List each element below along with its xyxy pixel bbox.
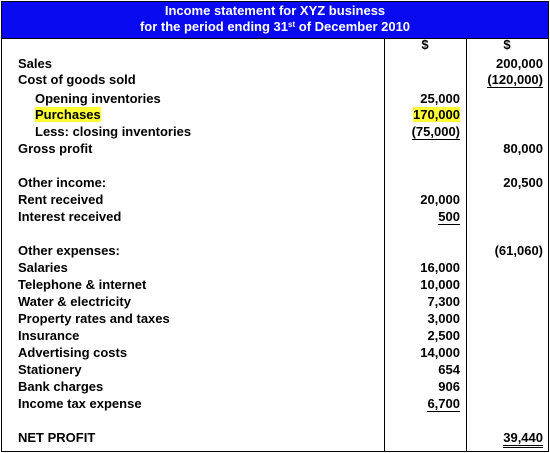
expense-label: Bank charges — [18, 379, 104, 394]
other-income-label: Other income: — [18, 175, 107, 190]
closing-inventories-amount: (75,000) — [411, 124, 460, 140]
currency-col2: $ — [503, 37, 511, 52]
expense-label: Salaries — [18, 260, 68, 275]
interest-received-label: Interest received — [18, 209, 122, 224]
interest-received-amount: 500 — [438, 209, 460, 225]
purchases-amount: 170,000 — [413, 107, 460, 122]
expense-amount: 2,500 — [427, 328, 460, 343]
opening-inventories-amount: 25,000 — [420, 91, 460, 106]
expense-label: Water & electricity — [18, 294, 131, 309]
currency-col1: $ — [421, 37, 429, 52]
expense-amount: 654 — [438, 362, 460, 377]
expense-amount: 7,300 — [427, 294, 460, 309]
expense-amount: 16,000 — [420, 260, 460, 275]
rent-received-amount: 20,000 — [420, 192, 460, 207]
other-expenses-total: (61,060) — [494, 243, 543, 258]
rent-received-label: Rent received — [18, 192, 104, 207]
cogs-total: (120,000) — [487, 72, 543, 88]
closing-inventories-label: Less: closing inventories — [35, 124, 192, 139]
expense-amount: 906 — [438, 379, 460, 394]
other-income-total: 20,500 — [503, 175, 543, 190]
net-profit-label: NET PROFIT — [18, 430, 96, 445]
other-expenses-label: Other expenses: — [18, 243, 120, 258]
sales-label: Sales — [18, 56, 52, 71]
expense-amount: 14,000 — [420, 345, 460, 360]
expense-label: Insurance — [18, 328, 80, 343]
expense-amount: 3,000 — [427, 311, 460, 326]
expense-amount: 6,700 — [427, 396, 460, 412]
gross-profit-label: Gross profit — [18, 141, 93, 156]
purchases-label: Purchases — [35, 107, 101, 122]
statement-header: Income statement for XYZ business for th… — [2, 2, 548, 39]
column-divider-2 — [466, 38, 467, 451]
cogs-label: Cost of goods sold — [18, 72, 136, 87]
column-divider-1 — [384, 38, 385, 451]
opening-inventories-label: Opening inventories — [35, 91, 161, 106]
gross-profit-total: 80,000 — [503, 141, 543, 156]
expense-label: Advertising costs — [18, 345, 128, 360]
statement-period: for the period ending 31st of December 2… — [139, 19, 411, 34]
expense-amount: 10,000 — [420, 277, 460, 292]
expense-label: Property rates and taxes — [18, 311, 170, 326]
statement-title: Income statement for XYZ business — [164, 3, 386, 18]
sales-total: 200,000 — [496, 56, 543, 71]
expense-label: Income tax expense — [18, 396, 142, 411]
expense-label: Stationery — [18, 362, 82, 377]
net-profit-total: 39,440 — [467, 430, 543, 448]
expense-label: Telephone & internet — [18, 277, 147, 292]
